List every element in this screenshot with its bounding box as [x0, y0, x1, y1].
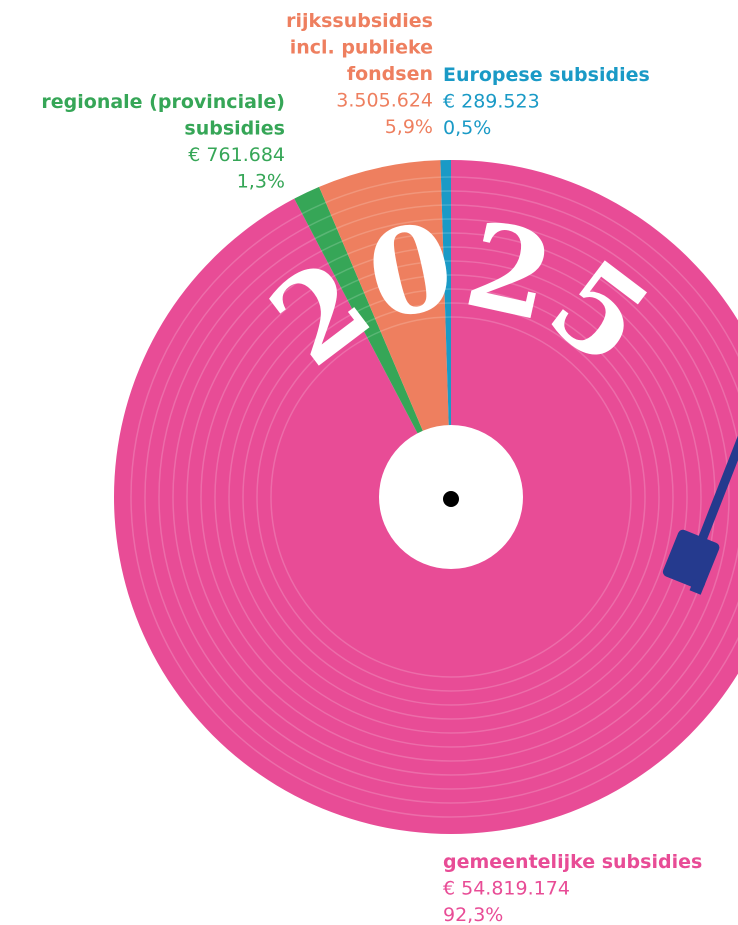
groove — [200, 246, 702, 748]
groove — [242, 288, 660, 706]
groove — [130, 176, 738, 818]
slice — [440, 160, 451, 497]
groove — [214, 260, 688, 734]
amount-label: € 54.819.174 — [443, 878, 570, 900]
legend-label: gemeentelijke subsidies — [443, 851, 702, 873]
legend-label: regionale (provinciale) subsidies — [41, 91, 285, 140]
labels: gemeentelijke subsidies € 54.819.174 92,3%… — [41, 10, 702, 925]
slice — [319, 160, 451, 497]
legend-label: Europese subsidies — [443, 64, 650, 86]
groove — [172, 218, 730, 776]
spindle — [443, 491, 459, 507]
groove — [158, 204, 738, 790]
legend-label-line: subsidies — [184, 118, 285, 140]
amount-label: € 289.523 — [443, 91, 540, 113]
tonearm-pin — [689, 579, 706, 595]
groove — [228, 274, 674, 720]
tonearm-head — [662, 529, 720, 595]
value-label: 1,3% — [237, 171, 285, 193]
amount-label: € 761.684 — [188, 144, 285, 166]
value-label: 5,9% — [385, 116, 433, 138]
amount-label: 3.505.624 — [336, 90, 433, 112]
legend-label-line: rijkssubsidies — [286, 10, 433, 32]
groove — [144, 190, 738, 804]
value-label: 92,3% — [443, 904, 503, 925]
legend-label-line: gemeentelijke subsidies — [443, 851, 702, 873]
groove — [270, 316, 632, 678]
legend-label-line: Europese subsidies — [443, 64, 650, 86]
slice — [294, 186, 451, 497]
legend-label: rijkssubsidies incl. publieke fondsen — [286, 10, 433, 85]
groove — [256, 302, 646, 692]
value-label: 0,5% — [443, 117, 491, 139]
legend-label-line: regionale (provinciale) — [41, 91, 285, 113]
legend-label-line: incl. publieke — [290, 37, 433, 59]
legend-label-line: fondsen — [347, 63, 433, 85]
tonearm-cartridge — [662, 529, 720, 590]
